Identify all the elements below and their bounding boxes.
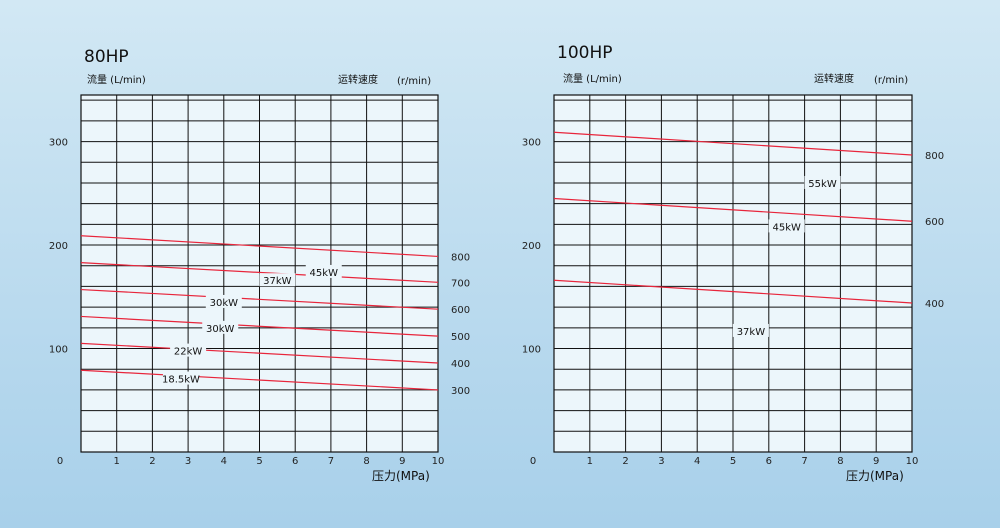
y-axis-label: 流量 (L/min) xyxy=(87,73,146,86)
power-label-bg xyxy=(170,343,207,357)
speed-label-700: 700 xyxy=(451,278,470,289)
power-label: 45kW xyxy=(310,268,339,279)
power-label-bg xyxy=(162,371,199,385)
power-label-bg xyxy=(205,294,242,308)
speed-label-600: 600 xyxy=(925,217,944,228)
y-tick-label: 200 xyxy=(522,241,541,252)
x-tick-label: 3 xyxy=(185,456,191,467)
y2-axis-label: (r/min) xyxy=(874,75,908,86)
power-label: 18.5kW xyxy=(162,375,200,386)
y-tick-label: 100 xyxy=(49,345,68,356)
power-label: 37kW xyxy=(737,327,766,338)
x-tick-label: 8 xyxy=(363,456,369,467)
x-tick-label: 8 xyxy=(837,456,843,467)
speed-label-400: 400 xyxy=(451,359,470,370)
power-label: 22kW xyxy=(174,347,203,358)
power-label: 55kW xyxy=(808,179,837,190)
speed-label-300: 300 xyxy=(451,386,470,397)
power-label: 30kW xyxy=(210,298,239,309)
series-line-400 xyxy=(80,342,439,364)
x-tick-label: 0 xyxy=(530,456,536,467)
x-tick-label: 0 xyxy=(57,456,63,467)
x-tick-label: 6 xyxy=(766,456,772,467)
y-axis-label: 流量 (L/min) xyxy=(563,72,622,85)
speed-label-800: 800 xyxy=(925,151,944,162)
series-line-800 xyxy=(80,235,439,258)
y-tick-label: 300 xyxy=(49,138,68,149)
power-label-bg xyxy=(768,219,805,233)
power-label-bg xyxy=(732,323,769,337)
x-tick-label: 10 xyxy=(432,456,445,467)
x-tick-label: 6 xyxy=(292,456,298,467)
x-tick-label: 4 xyxy=(221,456,227,467)
x-tick-label: 5 xyxy=(730,456,736,467)
y2-axis-label-prefix: 运转速度 xyxy=(814,72,854,85)
y-tick-label: 300 xyxy=(522,138,541,149)
series-line-400 xyxy=(553,279,913,304)
x-tick-label: 10 xyxy=(906,456,919,467)
power-label-bg xyxy=(305,264,342,278)
x-tick-label: 1 xyxy=(587,456,593,467)
y-tick-label: 200 xyxy=(49,241,68,252)
series-line-800 xyxy=(553,131,913,156)
speed-label-500: 500 xyxy=(451,332,470,343)
chart-title: 80HP xyxy=(84,47,129,67)
power-label-bg xyxy=(259,273,296,287)
series-line-700 xyxy=(80,262,439,283)
x-tick-label: 7 xyxy=(801,456,807,467)
x-tick-label: 1 xyxy=(114,456,120,467)
y2-axis-label: (r/min) xyxy=(397,76,431,87)
series-line-600 xyxy=(80,288,439,310)
x-tick-label: 4 xyxy=(694,456,700,467)
x-tick-label: 7 xyxy=(328,456,334,467)
power-label-bg xyxy=(202,320,239,334)
series-line-300 xyxy=(80,369,439,391)
y2-axis-label-prefix: 运转速度 xyxy=(338,73,378,86)
x-tick-label: 2 xyxy=(622,456,628,467)
x-axis-label: 压力(MPa) xyxy=(372,469,430,483)
series-line-500 xyxy=(80,315,439,337)
speed-label-600: 600 xyxy=(451,305,470,316)
power-label-bg xyxy=(804,175,841,189)
power-label: 30kW xyxy=(206,324,235,335)
x-tick-label: 9 xyxy=(873,456,879,467)
x-tick-label: 2 xyxy=(149,456,155,467)
x-tick-label: 5 xyxy=(256,456,262,467)
power-label: 37kW xyxy=(263,276,292,287)
x-tick-label: 9 xyxy=(399,456,405,467)
speed-label-400: 400 xyxy=(925,299,944,310)
speed-label-800: 800 xyxy=(451,252,470,263)
chart-title: 100HP xyxy=(557,43,612,63)
series-line-600 xyxy=(553,197,913,222)
power-label: 45kW xyxy=(772,222,801,233)
x-tick-label: 3 xyxy=(658,456,664,467)
x-axis-label: 压力(MPa) xyxy=(846,469,904,483)
y-tick-label: 100 xyxy=(522,345,541,356)
